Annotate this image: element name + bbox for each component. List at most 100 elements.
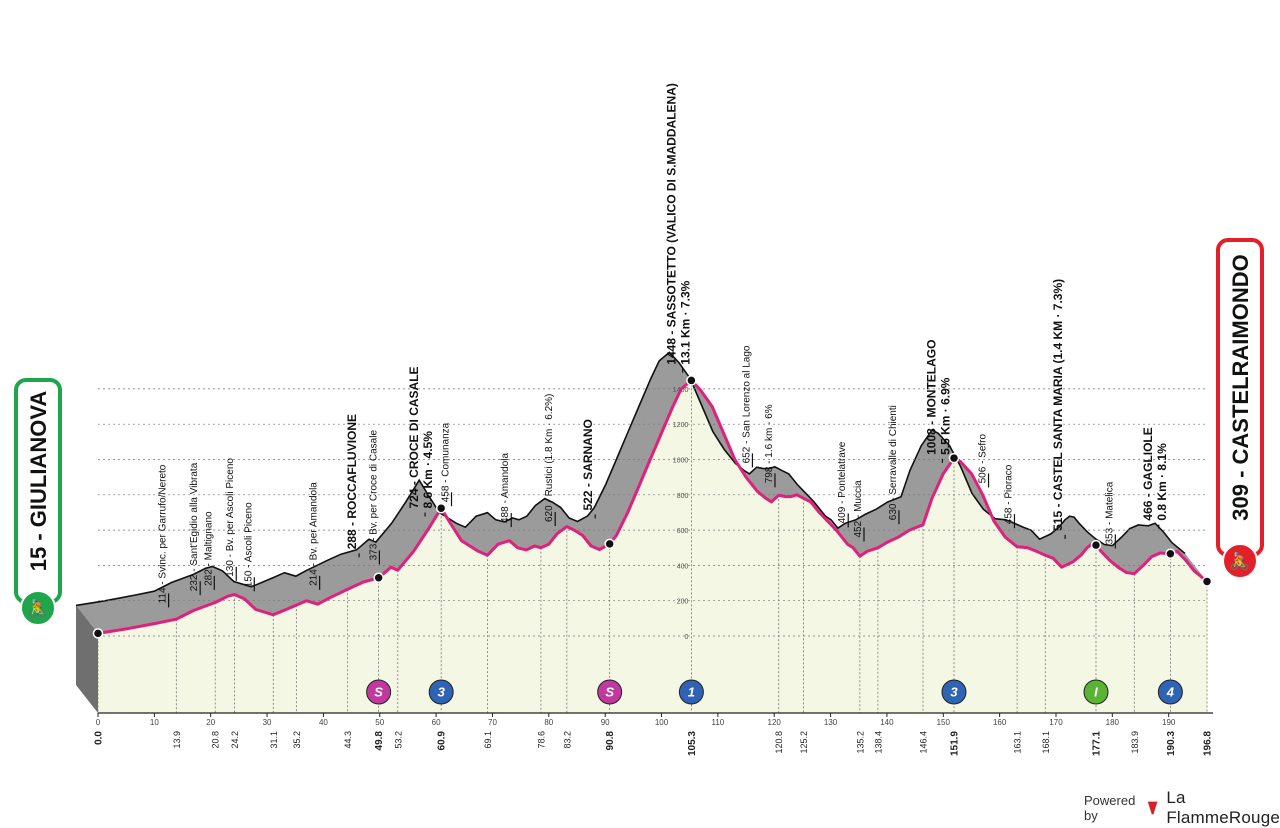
waypoint-label: 288 - ROCCAFLUVIONE (345, 414, 359, 549)
km-marker-label: 151.9 (950, 731, 961, 756)
x-tick-label: 30 (263, 718, 272, 727)
waypoint-label: 353 - Matelica (1104, 481, 1115, 544)
x-tick-label: 130 (824, 718, 838, 727)
waypoint-dot (1090, 539, 1102, 551)
waypoint-label-text: 458 - Comunanza (441, 422, 452, 502)
km-marker-label: 168.1 (1041, 731, 1051, 754)
x-tick-label: 120 (768, 718, 782, 727)
finish-banner: 309 - CASTELRAIMONDO 🚴 (1216, 238, 1264, 579)
waypoint-dot (686, 375, 697, 386)
x-tick-label: 100 (655, 718, 669, 727)
elevation-tick-label: 0 (684, 634, 688, 641)
waypoint-dot (373, 572, 384, 584)
x-tick-label: 20 (206, 718, 215, 727)
category-icon (366, 679, 392, 705)
x-tick-label: 50 (375, 718, 384, 727)
waypoint-label-text: 353 - Matelica (1104, 481, 1115, 544)
waypoint-dot (948, 452, 960, 464)
waypoint-label-text: 1008 - MONTELAGO (924, 340, 938, 455)
waypoint-label: 150 - Ascoli Piceno (243, 502, 254, 587)
waypoint-label-text: 1448 - SASSOTETTO (VALICO DI S.MADDALENA… (665, 83, 679, 365)
x-tick-label: 140 (880, 718, 894, 727)
waypoint-label: 282 - Maltignano (203, 511, 214, 586)
waypoint-label-text: 409 - Pontelatrave (837, 441, 848, 523)
waypoint-label-text: 515 - CASTEL SANTA MARIA (1.4 KM · 7.3%) (1051, 279, 1065, 531)
start-banner: 15 - GIULIANOVA 🚴 (14, 378, 62, 626)
waypoint-label-text: 150 - Ascoli Piceno (243, 502, 254, 587)
waypoint-label-text: 620 - Rustici (1.8 Km · 6.2%) (544, 394, 555, 522)
waypoint-label: 458 - Comunanza (441, 422, 452, 502)
x-tick-label: 180 (1106, 718, 1120, 727)
waypoint-label: 214 - Bv. per Amandola (309, 482, 320, 586)
waypoint-label: 409 - Pontelatrave (837, 441, 848, 523)
km-marker-label: 125.2 (799, 731, 809, 754)
km-marker-label: 31.1 (269, 731, 279, 749)
waypoint-label: 724 - CROCE DI CASALE 8.6 Km · 4.5% (407, 366, 435, 508)
waypoint-label-text: 282 - Maltignano (203, 511, 214, 586)
km-marker-label: 105.3 (687, 731, 698, 756)
x-tick-label: 10 (150, 718, 159, 727)
category-icon (428, 679, 454, 705)
x-tick-label: 0 (96, 718, 101, 727)
waypoint-label: 232 - Sant'Egidio alla Vibrata (189, 462, 200, 591)
km-marker-label: 60.9 (437, 731, 448, 751)
km-marker-label: 78.6 (536, 731, 546, 749)
terrain-side-wall (76, 605, 98, 713)
km-marker-label: 49.8 (374, 731, 385, 751)
waypoint-label-text: 724 - CROCE DI CASALE (407, 366, 421, 508)
waypoint-label: 506 - Sefro (978, 433, 989, 483)
waypoint-label-text: 522 - SARNANO (581, 419, 595, 510)
waypoint-label-sub: 0.8 Km · 8.1% (1155, 443, 1169, 521)
flamme-rouge-logo-icon (1147, 801, 1158, 815)
waypoint-dot (92, 628, 104, 639)
start-banner-cyclist-icon (20, 590, 56, 626)
x-tick-label: 40 (319, 718, 328, 727)
km-marker-label: 163.1 (1013, 731, 1023, 754)
waypoint-label-text: 114 - Svinc. per Garrufo/Nereto (158, 464, 169, 603)
elevation-tick-label: 400 (677, 563, 689, 570)
credit-brand: La FlammeRouge (1166, 788, 1280, 827)
x-tick-label: 80 (544, 718, 553, 727)
waypoint-label: 1008 - MONTELAGO 5.5 Km · 6.9% (924, 340, 952, 455)
km-marker-label: 44.3 (343, 731, 353, 749)
waypoint-label: 630 - Serravalle di Chienti (888, 405, 899, 520)
waypoint-label: 114 - Svinc. per Garrufo/Nereto (158, 464, 169, 603)
waypoint-dot (1165, 548, 1176, 560)
x-tick-label: 170 (1049, 718, 1063, 727)
waypoint-label-sub: 5.5 Km · 6.9% (938, 377, 952, 455)
category-icon-text: 4 (1166, 685, 1175, 700)
km-marker-label: 183.9 (1130, 731, 1140, 754)
category-icon-text: 3 (950, 685, 958, 700)
x-tick-label: 190 (1162, 718, 1176, 727)
elevation-tick-label: 1200 (673, 422, 689, 429)
waypoint-dot (604, 538, 615, 550)
waypoint-label-text: 798 - 1.6 km - 6% (764, 404, 775, 483)
x-tick-label: 160 (993, 718, 1007, 727)
category-icon (1083, 679, 1109, 705)
km-marker-label: 35.2 (292, 731, 302, 749)
waypoint-label-text: 130 - Bv. per Ascoli Piceno (225, 458, 236, 577)
finish-banner-cyclist-icon (1222, 543, 1258, 579)
km-marker-label: 83.2 (562, 731, 572, 749)
waypoint-dot (435, 502, 447, 514)
waypoint-label: 452 - Muccia (853, 480, 864, 538)
x-tick-label: 60 (432, 718, 441, 727)
km-marker-label: 138.4 (873, 731, 883, 754)
category-icon-text: 3 (438, 685, 446, 700)
waypoint-label-text: 652 - San Lorenzo al Lago (741, 345, 752, 463)
x-tick-label: 70 (488, 718, 497, 727)
start-banner-cyclist-glyph: 🚴 (27, 598, 48, 618)
waypoint-label-text: 232 - Sant'Egidio alla Vibrata (189, 462, 200, 591)
finish-banner-title: 309 - CASTELRAIMONDO (1228, 254, 1253, 520)
category-icon-text: I (1094, 685, 1098, 700)
waypoint-label-text: 506 - Sefro (978, 433, 989, 483)
category-icon (678, 679, 704, 705)
waypoint-label: 522 - SARNANO (581, 419, 595, 510)
x-tick-label: 110 (711, 718, 724, 727)
km-marker-label: 120.8 (774, 731, 784, 754)
waypoint-label-text: 373 - Bv. per Croce di Casale (368, 430, 379, 561)
waypoint-label-sub: 13.1 Km · 7.3% (679, 280, 693, 364)
category-icon-text: S (374, 685, 383, 700)
elevation-tick-label: 600 (677, 528, 689, 535)
